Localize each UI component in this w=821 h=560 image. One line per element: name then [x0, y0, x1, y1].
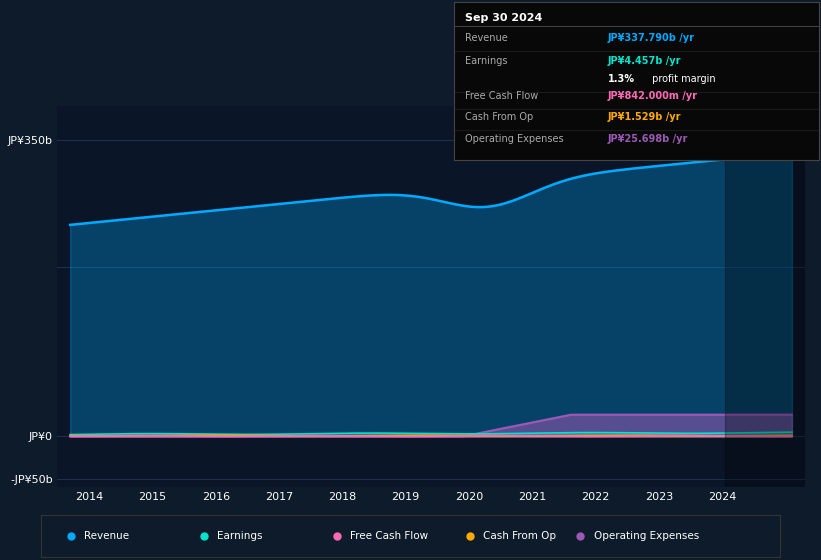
- Text: Revenue: Revenue: [465, 33, 507, 43]
- Bar: [726, 106, 805, 487]
- Text: JP¥842.000m /yr: JP¥842.000m /yr: [608, 91, 698, 101]
- Text: Operating Expenses: Operating Expenses: [594, 531, 699, 541]
- Text: Revenue: Revenue: [84, 531, 129, 541]
- Text: Free Cash Flow: Free Cash Flow: [350, 531, 428, 541]
- Text: JP¥25.698b /yr: JP¥25.698b /yr: [608, 133, 688, 143]
- Text: JP¥1.529b /yr: JP¥1.529b /yr: [608, 112, 681, 122]
- Text: Earnings: Earnings: [465, 56, 507, 66]
- Text: Cash From Op: Cash From Op: [465, 112, 533, 122]
- Text: Earnings: Earnings: [217, 531, 263, 541]
- Text: Sep 30 2024: Sep 30 2024: [465, 13, 543, 23]
- Text: JP¥4.457b /yr: JP¥4.457b /yr: [608, 56, 681, 66]
- Text: Operating Expenses: Operating Expenses: [465, 133, 563, 143]
- Text: Free Cash Flow: Free Cash Flow: [465, 91, 539, 101]
- Text: JP¥337.790b /yr: JP¥337.790b /yr: [608, 33, 695, 43]
- Text: profit margin: profit margin: [649, 73, 716, 83]
- Text: Cash From Op: Cash From Op: [483, 531, 556, 541]
- Text: 1.3%: 1.3%: [608, 73, 635, 83]
